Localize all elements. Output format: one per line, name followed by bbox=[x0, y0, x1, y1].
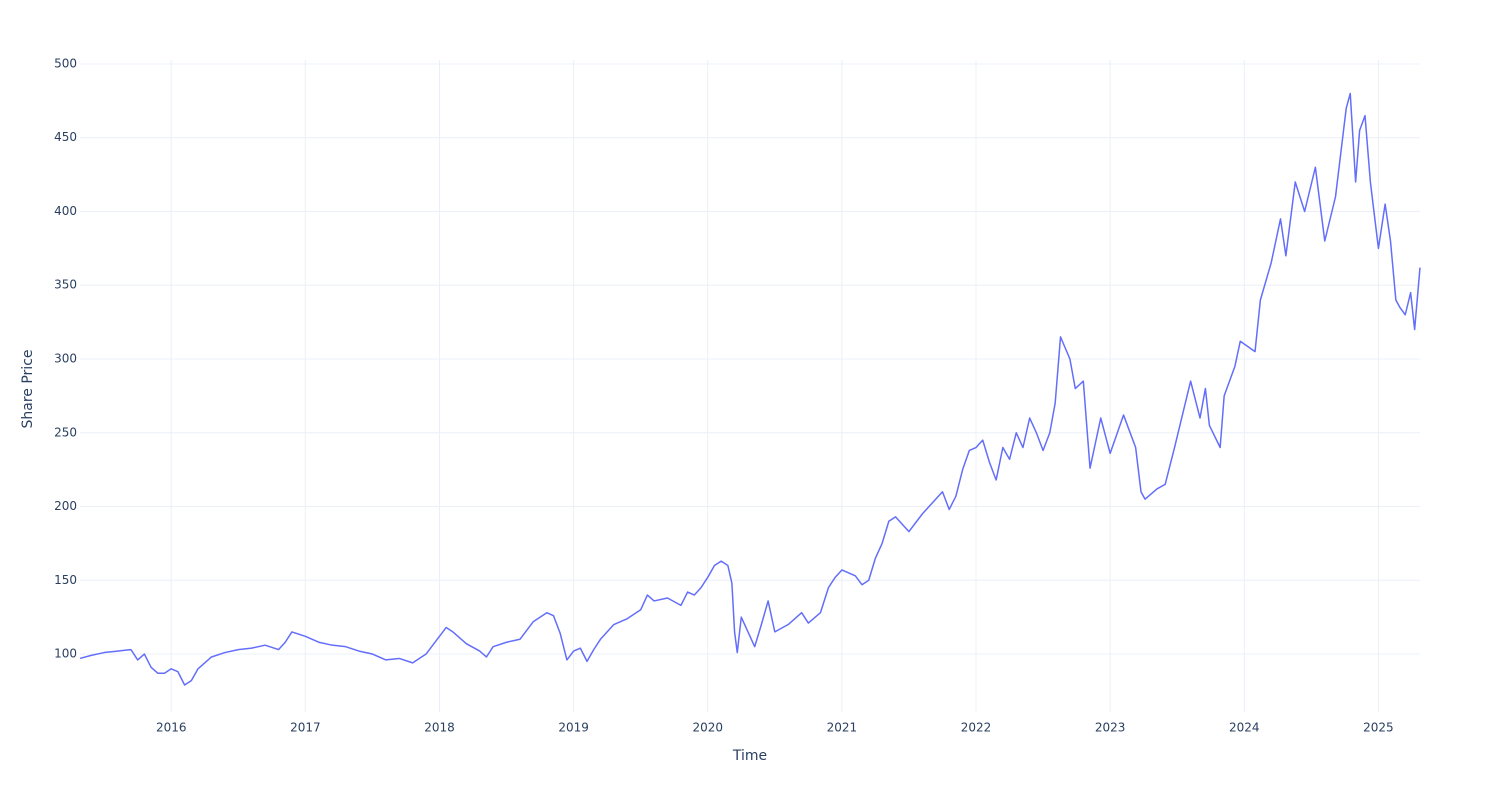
y-tick-label: 300 bbox=[54, 352, 77, 366]
y-tick-label: 500 bbox=[54, 56, 77, 70]
y-tick-label: 100 bbox=[54, 647, 77, 661]
y-tick-label: 400 bbox=[54, 204, 77, 218]
x-tick-label: 2020 bbox=[692, 721, 723, 735]
y-tick-label: 450 bbox=[54, 130, 77, 144]
y-axis-title: Share Price bbox=[20, 349, 36, 428]
y-tick-label: 200 bbox=[54, 499, 77, 513]
x-tick-label: 2022 bbox=[961, 721, 992, 735]
y-tick-label: 150 bbox=[54, 573, 77, 587]
price-line bbox=[79, 92, 1421, 686]
y-tick-label: 250 bbox=[54, 425, 77, 439]
x-axis-title: Time bbox=[732, 748, 767, 764]
x-tick-label: 2024 bbox=[1229, 721, 1260, 735]
x-tick-label: 2019 bbox=[558, 721, 589, 735]
x-tick-label: 2017 bbox=[290, 721, 321, 735]
x-tick-label: 2023 bbox=[1095, 721, 1126, 735]
x-tick-label: 2021 bbox=[827, 721, 858, 735]
y-tick-label: 350 bbox=[54, 278, 77, 292]
x-tick-label: 2025 bbox=[1363, 721, 1394, 735]
x-tick-label: 2018 bbox=[424, 721, 455, 735]
x-tick-label: 2016 bbox=[156, 721, 187, 735]
